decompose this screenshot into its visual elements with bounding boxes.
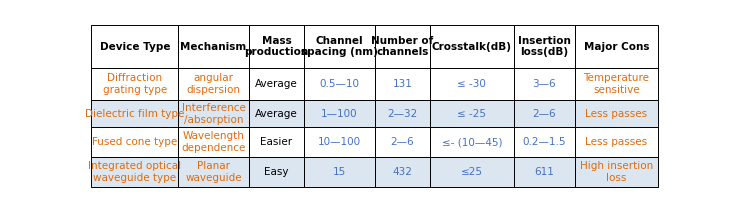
Text: Mass
production: Mass production [244,36,308,57]
Bar [514,127,575,157]
Text: Less passes: Less passes [586,137,648,147]
Bar [374,157,430,187]
Text: ≤ -25: ≤ -25 [458,109,486,119]
Bar [575,127,658,157]
Bar [178,25,249,68]
Text: High insertion
loss: High insertion loss [580,161,653,183]
Bar [514,157,575,187]
Bar [178,127,249,157]
Bar [514,25,575,68]
Text: Integrated optical
waveguide type: Integrated optical waveguide type [88,161,181,183]
Text: 2—32: 2—32 [387,109,417,119]
Bar [374,25,430,68]
Text: 15: 15 [333,167,346,177]
Text: Insertion
loss(dB): Insertion loss(dB) [518,36,571,57]
Text: ≤- (10—45): ≤- (10—45) [442,137,502,147]
Bar [249,100,304,127]
Bar [304,100,374,127]
Bar [374,100,430,127]
Text: 2—6: 2—6 [532,109,556,119]
Bar [249,25,304,68]
Text: Easier: Easier [260,137,292,147]
Text: 2—6: 2—6 [390,137,414,147]
Text: Average: Average [255,79,298,89]
Bar [430,127,514,157]
Text: Wavelength
dependence: Wavelength dependence [181,131,246,153]
Text: 1—100: 1—100 [321,109,357,119]
Text: Planar
waveguide: Planar waveguide [185,161,242,183]
Text: 131: 131 [393,79,412,89]
Text: Crosstalk(dB): Crosstalk(dB) [432,42,512,52]
Bar [430,25,514,68]
Bar [575,68,658,100]
Bar [430,157,514,187]
Text: Interference
/absorption: Interference /absorption [181,103,246,125]
Text: Diffraction
grating type: Diffraction grating type [102,74,167,95]
Bar [91,157,178,187]
Bar [249,157,304,187]
Bar [91,127,178,157]
Bar [304,68,374,100]
Text: Mechanism: Mechanism [181,42,246,52]
Bar [304,157,374,187]
Bar [374,68,430,100]
Bar [304,127,374,157]
Bar [514,100,575,127]
Text: 3—6: 3—6 [532,79,556,89]
Bar [249,68,304,100]
Bar [430,68,514,100]
Bar [575,157,658,187]
Text: Easy: Easy [264,167,289,177]
Bar [91,100,178,127]
Text: Number of
channels: Number of channels [371,36,433,57]
Text: ≤ -30: ≤ -30 [458,79,486,89]
Text: Fused cone type: Fused cone type [92,137,178,147]
Text: Channel
spacing (nm): Channel spacing (nm) [301,36,378,57]
Bar [514,68,575,100]
Text: 611: 611 [534,167,554,177]
Bar [374,127,430,157]
Bar [430,100,514,127]
Text: Device Type: Device Type [99,42,170,52]
Bar [91,25,178,68]
Bar [178,100,249,127]
Bar [575,25,658,68]
Text: ≤25: ≤25 [461,167,483,177]
Text: Major Cons: Major Cons [583,42,649,52]
Bar [304,25,374,68]
Text: Temperature
sensitive: Temperature sensitive [583,74,649,95]
Text: 0.5—10: 0.5—10 [319,79,360,89]
Bar [575,100,658,127]
Text: Less passes: Less passes [586,109,648,119]
Bar [91,68,178,100]
Text: 0.2—1.5: 0.2—1.5 [523,137,566,147]
Text: Dielectric film type: Dielectric film type [85,109,184,119]
Bar [249,127,304,157]
Bar [178,68,249,100]
Text: angular
dispersion: angular dispersion [186,74,240,95]
Text: 10—100: 10—100 [318,137,361,147]
Text: 432: 432 [393,167,412,177]
Bar [178,157,249,187]
Text: Average: Average [255,109,298,119]
